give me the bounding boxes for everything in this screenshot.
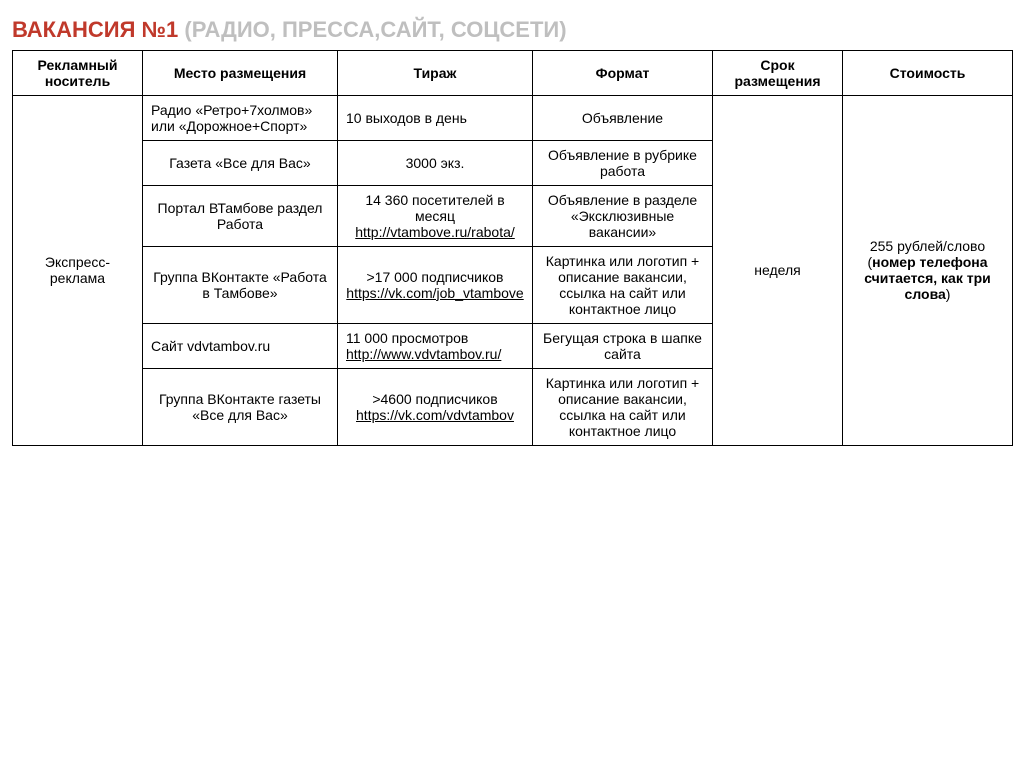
th-duration: Срок размещения: [713, 50, 843, 95]
cell-place: Группа ВКонтакте газеты «Все для Вас»: [143, 368, 338, 445]
cell-format: Бегущая строка в шапке сайта: [533, 323, 713, 368]
th-cost: Стоимость: [843, 50, 1013, 95]
cell-duration: неделя: [713, 95, 843, 445]
cell-circulation: 11 000 просмотров http://www.vdvtambov.r…: [338, 323, 533, 368]
circ-text: 10 выходов в день: [346, 110, 467, 126]
cell-circulation: 14 360 посетителей в месяц http://vtambo…: [338, 185, 533, 246]
circ-text: 11 000 просмотров: [346, 330, 468, 346]
circ-text: 3000 экз.: [406, 155, 465, 171]
circ-link[interactable]: https://vk.com/job_vtambove: [346, 285, 523, 301]
cell-format: Картинка или логотип + описание вакансии…: [533, 246, 713, 323]
circ-text: 14 360 посетителей в месяц: [365, 192, 504, 224]
circ-link[interactable]: http://vtambove.ru/rabota/: [355, 224, 515, 240]
title-grey: (РАДИО, ПРЕССА,САЙТ, СОЦСЕТИ): [178, 17, 566, 42]
circ-link[interactable]: http://www.vdvtambov.ru/: [346, 346, 501, 362]
cell-cost: 255 рублей/слово (номер телефона считает…: [843, 95, 1013, 445]
circ-link[interactable]: https://vk.com/vdvtambov: [356, 407, 514, 423]
advertising-table: Рекламный носитель Место размещения Тира…: [12, 50, 1013, 446]
table-header-row: Рекламный носитель Место размещения Тира…: [13, 50, 1013, 95]
th-place: Место размещения: [143, 50, 338, 95]
cell-carrier: Экспресс-реклама: [13, 95, 143, 445]
cell-circulation: >4600 подписчиков https://vk.com/vdvtamb…: [338, 368, 533, 445]
cell-place: Радио «Ретро+7холмов» или «Дорожное+Спор…: [143, 95, 338, 140]
cell-place: Портал ВТамбове раздел Работа: [143, 185, 338, 246]
cell-format: Объявление в разделе «Эксклюзивные вакан…: [533, 185, 713, 246]
cost-line1: 255 рублей/слово: [870, 238, 985, 254]
cell-place: Группа ВКонтакте «Работа в Тамбове»: [143, 246, 338, 323]
cost-bold: номер телефона считается, как три слова: [864, 254, 991, 302]
page-title: ВАКАНСИЯ №1 (РАДИО, ПРЕССА,САЙТ, СОЦСЕТИ…: [12, 16, 1012, 44]
cell-format: Объявление: [533, 95, 713, 140]
cell-place: Газета «Все для Вас»: [143, 140, 338, 185]
table-row: Экспресс-реклама Радио «Ретро+7холмов» и…: [13, 95, 1013, 140]
cell-circulation: >17 000 подписчиков https://vk.com/job_v…: [338, 246, 533, 323]
cell-circulation: 3000 экз.: [338, 140, 533, 185]
cell-format: Объявление в рубрике работа: [533, 140, 713, 185]
th-format: Формат: [533, 50, 713, 95]
cell-place: Сайт vdvtambov.ru: [143, 323, 338, 368]
title-red: ВАКАНСИЯ №1: [12, 17, 178, 42]
cell-format: Картинка или логотип + описание вакансии…: [533, 368, 713, 445]
circ-text: >4600 подписчиков: [372, 391, 497, 407]
th-carrier: Рекламный носитель: [13, 50, 143, 95]
cost-close: ): [946, 286, 951, 302]
cell-circulation: 10 выходов в день: [338, 95, 533, 140]
th-circulation: Тираж: [338, 50, 533, 95]
circ-text: >17 000 подписчиков: [367, 269, 504, 285]
